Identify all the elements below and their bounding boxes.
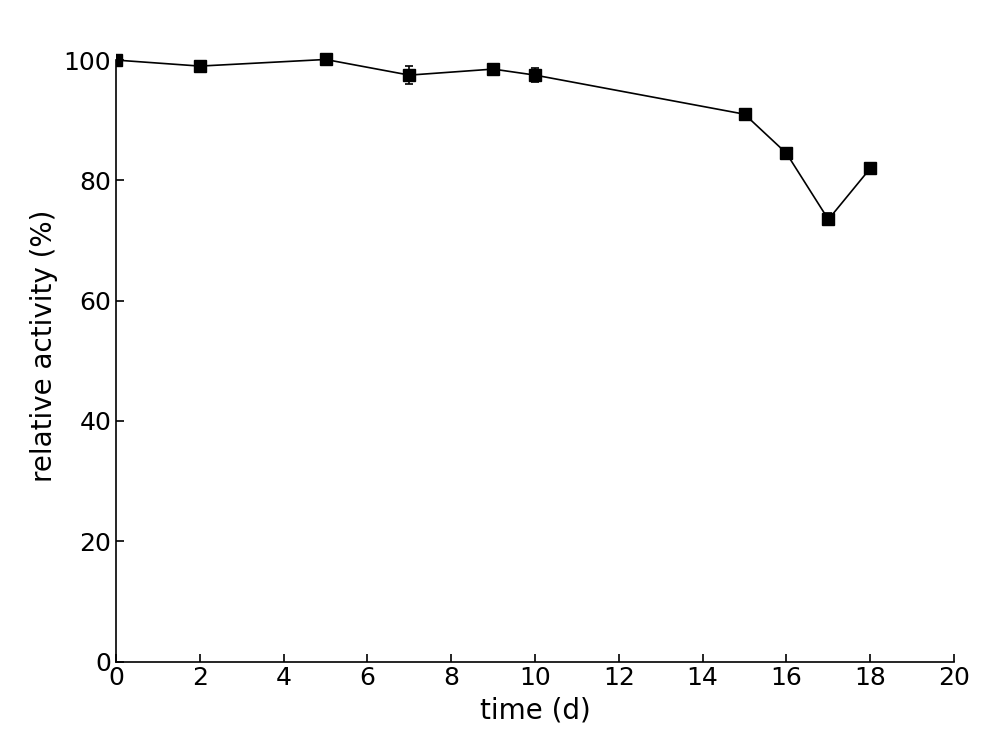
Y-axis label: relative activity (%): relative activity (%) bbox=[30, 210, 58, 482]
X-axis label: time (d): time (d) bbox=[480, 696, 590, 724]
